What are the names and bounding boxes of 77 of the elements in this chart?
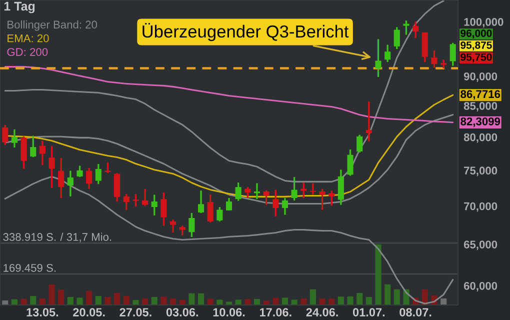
candlestick [114, 172, 120, 202]
y-tick-label: 85,000 [464, 102, 498, 112]
candlestick [403, 20, 410, 36]
y-tick-label: 75,000 [464, 166, 498, 176]
candlestick [310, 182, 316, 196]
candlestick [375, 38, 382, 78]
candlestick [226, 197, 232, 212]
x-tick-label: 27.05. [120, 308, 152, 316]
candlestick [328, 190, 335, 207]
candlestick [198, 190, 204, 214]
candlestick [160, 192, 167, 227]
text: Bollinger Band: 20 [8, 20, 98, 31]
data-label: 86,7716 [460, 90, 500, 100]
candlestick [282, 197, 288, 216]
candlestick [366, 100, 372, 142]
candlestick [207, 194, 214, 224]
candlestick [132, 193, 139, 208]
candlestick [104, 162, 111, 174]
series-label: GD: 200 [7, 48, 48, 56]
candlestick [179, 224, 186, 236]
candlestick [300, 182, 307, 199]
annotation: Überzeugender Q3-Bericht [142, 22, 349, 42]
x-tick-label: 01.07. [352, 308, 385, 316]
candlestick [123, 193, 130, 211]
candlestick [347, 148, 354, 177]
candlestick [216, 206, 223, 222]
candlestick [58, 157, 64, 199]
candlestick [48, 144, 55, 189]
x-tick-label: 08.07. [400, 308, 432, 316]
candlestick [188, 212, 195, 238]
candlestick [20, 136, 27, 170]
candlestick [11, 128, 18, 148]
candlestick [356, 134, 363, 154]
candlestick [338, 168, 344, 206]
text: 95,875 [460, 41, 492, 50]
candlestick [291, 176, 298, 202]
candlestick [235, 182, 242, 202]
x-tick-label: 13.05. [26, 308, 58, 316]
candlestick [95, 163, 102, 185]
candlestick [384, 44, 391, 63]
y2-tick-label: 338.919 S. [3, 233, 56, 241]
candlestick [2, 124, 8, 146]
y-tick-label: 100,000 [464, 18, 504, 28]
candlestick [319, 188, 326, 211]
data-label: 82,3099 [460, 117, 500, 127]
candlestick [67, 170, 74, 198]
candlestick [76, 164, 83, 178]
text: 95,750 [460, 53, 492, 62]
x-tick-label: 24.06. [306, 308, 338, 316]
text: EMA: 20 [8, 34, 49, 42]
candlestick [30, 134, 36, 158]
candlestick [170, 218, 176, 234]
candlestick [86, 167, 92, 190]
candlestick [272, 188, 279, 218]
x-tick-label: 10.06. [213, 308, 245, 316]
x-tick-label: 20.05. [73, 308, 105, 316]
y2-tick-label: 169.459 S. [4, 264, 56, 272]
y-tick-label: 70,000 [464, 202, 498, 212]
text: 96,000 [460, 30, 492, 38]
candlestick [151, 194, 158, 216]
candlestick [412, 20, 419, 39]
x-tick-label: 03.06. [166, 308, 198, 316]
candlestick [244, 186, 251, 199]
candlestick [142, 188, 148, 207]
y-tick-label: 80,000 [464, 133, 498, 143]
candlestick [39, 140, 46, 166]
candlestick [263, 190, 270, 206]
candlestick [450, 42, 456, 67]
x-tick-label: 17.06. [260, 308, 292, 316]
y-tick-label: 60,000 [464, 282, 498, 292]
line-series [4, 66, 454, 124]
candlestick [394, 26, 400, 50]
candlestick [431, 50, 438, 69]
chart-subtitle: 1 Tag [4, 2, 35, 14]
annotation: / 31,7 Mio. [60, 232, 112, 242]
y-tick-label: 65,000 [464, 240, 498, 250]
y-tick-label: 90,000 [464, 72, 498, 82]
